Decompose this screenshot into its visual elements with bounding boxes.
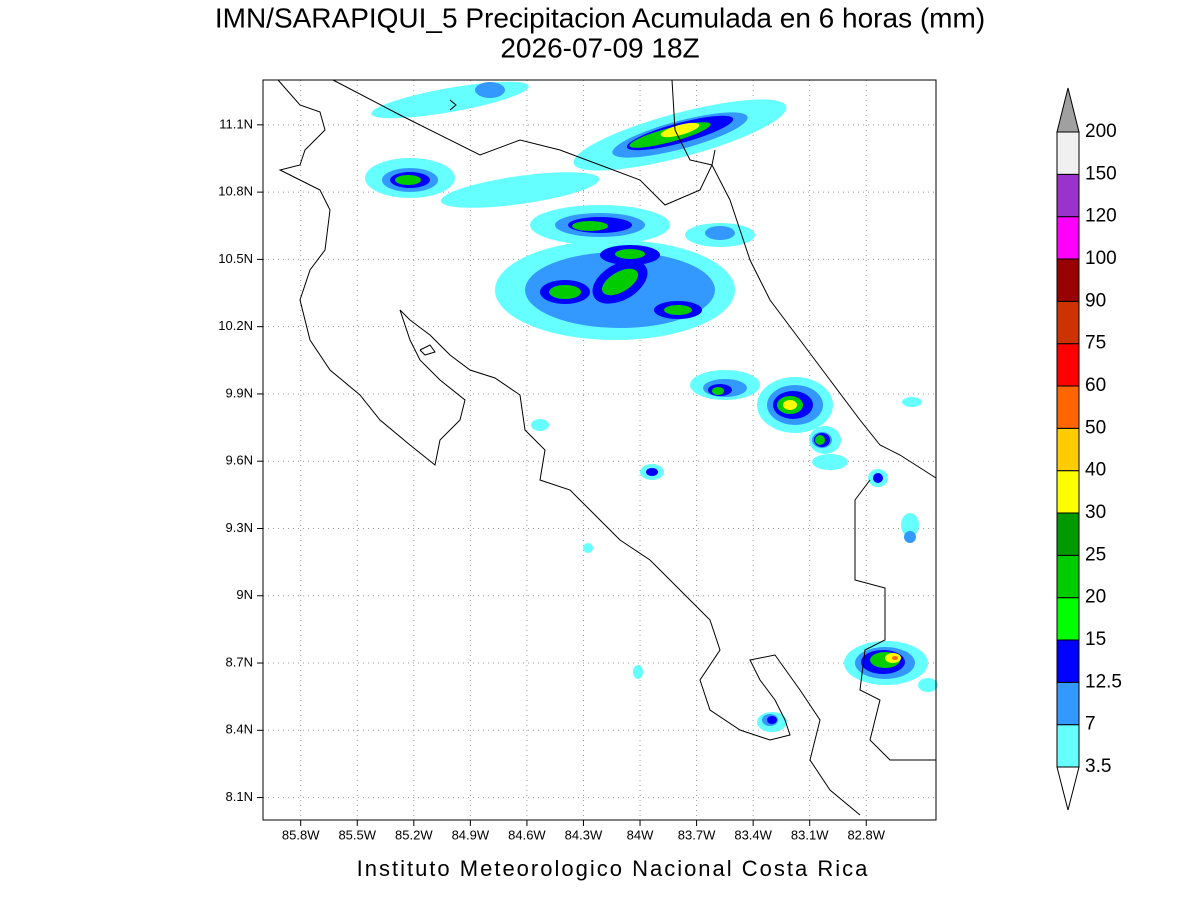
footer: Instituto Meteorologico Nacional Costa R… [357, 856, 870, 881]
x-tick-label: 85.5W [338, 827, 376, 842]
colorbar-label: 50 [1085, 417, 1106, 438]
colorbar-label: 90 [1085, 290, 1106, 311]
colorbar-segment [1056, 597, 1080, 641]
x-tick-label: 85.2W [395, 827, 433, 842]
colorbar-segment [1056, 385, 1080, 429]
y-tick-label: 8.4N [226, 722, 253, 737]
grid [257, 80, 936, 826]
x-tick-label: 84.9W [452, 827, 490, 842]
colorbar-label: 60 [1085, 375, 1106, 396]
y-tick-label: 11.1N [219, 116, 253, 131]
y-tick-label: 9.3N [226, 520, 253, 535]
colorbar-label: 25 [1085, 544, 1106, 565]
colorbar-segment [1056, 639, 1080, 683]
y-tick-label: 10.2N [218, 318, 253, 333]
colorbar-label: 100 [1085, 248, 1117, 269]
colorbar-segment [1056, 300, 1080, 345]
y-tick-label: 9.6N [226, 453, 253, 468]
y-tick-label: 10.8N [218, 184, 253, 199]
y-tick-label: 9N [236, 587, 253, 602]
x-tick-label: 85.8W [282, 827, 320, 842]
title: IMN/SARAPIQUI_5 Precipitacion Acumulada … [215, 2, 985, 33]
colorbar-label: 120 [1085, 206, 1117, 227]
x-tick-label: 83.4W [734, 827, 772, 842]
colorbar-segment [1056, 724, 1080, 768]
colorbar-under [1056, 766, 1080, 811]
colorbar-label: 3.5 [1085, 756, 1111, 777]
colorbar-segment [1056, 512, 1080, 556]
colorbar-segment [1056, 343, 1080, 387]
colorbar-label: 75 [1085, 333, 1106, 354]
x-tick-label: 84W [627, 827, 654, 842]
colorbar-segment [1056, 427, 1080, 472]
colorbar-label: 7 [1085, 714, 1096, 735]
coastline [277, 79, 937, 816]
colorbar-over [1056, 87, 1080, 133]
colorbar-segment [1056, 681, 1080, 726]
y-tick-label: 10.5N [218, 251, 253, 266]
x-tick-label: 83.7W [678, 827, 716, 842]
colorbar-label: 200 [1085, 121, 1117, 142]
y-tick-label: 8.7N [226, 654, 253, 669]
x-tick-label: 82.8W [847, 827, 885, 842]
colorbar-segment [1056, 173, 1080, 218]
colorbar-segment [1056, 216, 1080, 260]
colorbar-label: 12.5 [1085, 671, 1122, 692]
colorbar-label: 20 [1085, 587, 1106, 608]
y-tick-label: 8.1N [226, 789, 253, 804]
colorbar-segment [1056, 258, 1080, 302]
x-tick-label: 84.6W [508, 827, 546, 842]
x-tick-label: 84.3W [565, 827, 603, 842]
precipitation [365, 81, 938, 732]
colorbar-segment [1056, 554, 1080, 599]
colorbar-label: 30 [1085, 502, 1106, 523]
colorbar-label: 15 [1085, 629, 1106, 650]
colorbar: 3.5 7 12.5 15 20 25 30 40 50 60 75 90 100 120 150 200 [1056, 87, 1122, 811]
colorbar-segment [1056, 131, 1080, 175]
y-tick-label: 9.9N [226, 385, 253, 400]
map-frame [262, 79, 937, 821]
x-tick-label: 83.1W [791, 827, 829, 842]
colorbar-label: 40 [1085, 460, 1106, 481]
subtitle: 2026-07-09 18Z [500, 32, 699, 63]
colorbar-segment [1056, 470, 1080, 514]
colorbar-label: 150 [1085, 163, 1117, 184]
